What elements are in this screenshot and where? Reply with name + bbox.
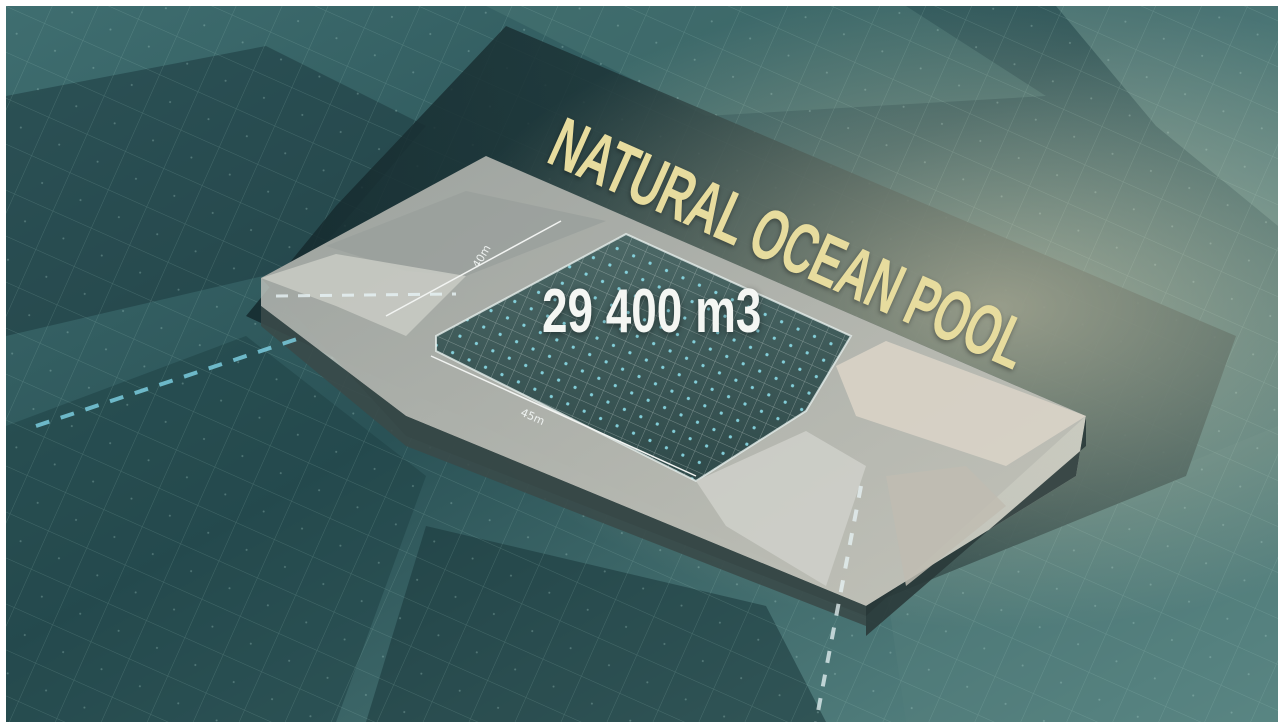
entry-ramp bbox=[261, 254, 466, 336]
ocean-pool-illustration: NATURAL OCEAN POOL 29 400 m3 40m 45m bbox=[6, 6, 1278, 722]
pool-rim bbox=[435, 232, 853, 483]
volume-label: 29 400 m3 bbox=[542, 277, 762, 346]
lower-right-building bbox=[886, 466, 1006, 586]
ocean-terrain-canvas bbox=[6, 6, 1278, 722]
inlet-light-line-ramp bbox=[275, 292, 457, 298]
lower-building bbox=[696, 431, 866, 586]
structure-front-wall bbox=[261, 306, 866, 626]
pool-grid bbox=[436, 234, 851, 481]
right-building bbox=[836, 341, 1086, 466]
dimension-line-width bbox=[385, 220, 562, 317]
structure-side-wall bbox=[866, 416, 1086, 636]
left-platform bbox=[326, 191, 606, 276]
dimension-line-length bbox=[430, 355, 697, 477]
outlet-light-line bbox=[814, 485, 863, 722]
inlet-light-line-left bbox=[35, 334, 307, 428]
